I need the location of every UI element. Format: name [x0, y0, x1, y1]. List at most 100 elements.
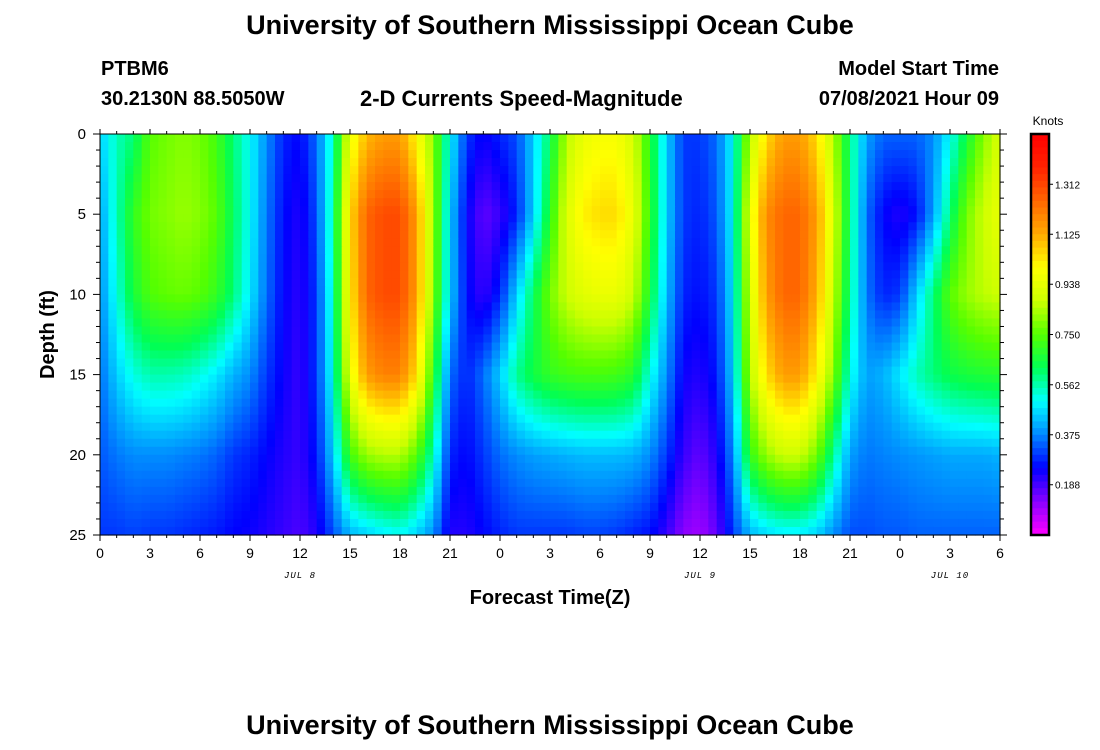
- heatmap-cell: [200, 374, 209, 384]
- heatmap-cell: [766, 342, 776, 352]
- heatmap-cell: [850, 222, 859, 231]
- heatmap-cell: [391, 166, 401, 175]
- heatmap-cell: [575, 166, 584, 175]
- heatmap-cell: [750, 318, 759, 328]
- heatmap-cell: [683, 454, 693, 464]
- heatmap-cell: [316, 262, 326, 271]
- heatmap-cell: [625, 230, 634, 239]
- heatmap-cell: [175, 190, 184, 199]
- heatmap-cell: [583, 470, 593, 480]
- heatmap-cell: [866, 494, 876, 504]
- heatmap-cell: [225, 166, 234, 175]
- heatmap-cell: [341, 294, 351, 304]
- heatmap-cell: [950, 246, 959, 255]
- heatmap-cell: [458, 182, 468, 191]
- heatmap-cell: [133, 342, 143, 352]
- heatmap-cell: [508, 190, 518, 199]
- heatmap-cell: [758, 198, 768, 207]
- heatmap-cell: [275, 350, 284, 360]
- heatmap-cell: [883, 390, 893, 400]
- heatmap-cell: [925, 454, 934, 464]
- heatmap-cell: [600, 158, 609, 167]
- heatmap-cell: [266, 270, 276, 279]
- heatmap-cell: [308, 478, 318, 488]
- heatmap-cell: [666, 390, 676, 400]
- heatmap-cell: [225, 374, 234, 384]
- heatmap-cell: [183, 334, 193, 344]
- heatmap-cell: [641, 318, 651, 328]
- heatmap-cell: [500, 358, 509, 368]
- heatmap-cell: [308, 182, 318, 191]
- heatmap-cell: [666, 166, 676, 175]
- heatmap-cell: [841, 270, 851, 279]
- heatmap-cell: [550, 310, 559, 320]
- heatmap-cell: [600, 342, 609, 352]
- heatmap-cell: [333, 398, 343, 408]
- heatmap-cell: [500, 246, 509, 255]
- heatmap-cell: [891, 486, 901, 496]
- heatmap-cell: [533, 350, 543, 360]
- heatmap-cell: [583, 494, 593, 504]
- heatmap-cell: [433, 318, 443, 328]
- heatmap-cell: [766, 406, 776, 416]
- heatmap-cell: [633, 478, 643, 488]
- heatmap-cell: [158, 326, 168, 336]
- heatmap-cell: [316, 326, 326, 336]
- heatmap-cell: [650, 390, 659, 400]
- heatmap-cell: [583, 262, 593, 271]
- heatmap-cell: [791, 422, 801, 432]
- heatmap-cell: [900, 310, 909, 320]
- heatmap-cell: [641, 430, 651, 440]
- heatmap-cell: [600, 246, 609, 255]
- heatmap-cell: [958, 470, 968, 480]
- heatmap-cell: [916, 422, 926, 432]
- heatmap-cell: [708, 454, 718, 464]
- heatmap-cell: [116, 134, 126, 143]
- heatmap-cell: [333, 134, 343, 143]
- heatmap-cell: [316, 494, 326, 504]
- heatmap-cell: [133, 294, 143, 304]
- heatmap-cell: [683, 446, 693, 456]
- heatmap-cell: [883, 334, 893, 344]
- heatmap-cell: [816, 366, 826, 376]
- heatmap-cell: [275, 174, 284, 183]
- heatmap-cell: [875, 382, 884, 392]
- heatmap-cell: [516, 438, 526, 448]
- heatmap-cell: [358, 478, 368, 488]
- heatmap-cell: [900, 190, 909, 199]
- heatmap-cell: [183, 294, 193, 304]
- heatmap-cell: [191, 134, 201, 143]
- heatmap-cell: [266, 262, 276, 271]
- heatmap-cell: [625, 182, 634, 191]
- heatmap-cell: [750, 198, 759, 207]
- heatmap-cell: [691, 158, 701, 167]
- heatmap-cell: [641, 230, 651, 239]
- heatmap-cell: [658, 390, 668, 400]
- heatmap-cell: [633, 262, 643, 271]
- heatmap-cell: [650, 430, 659, 440]
- heatmap-cell: [441, 494, 451, 504]
- heatmap-cell: [366, 278, 376, 287]
- heatmap-cell: [700, 150, 709, 159]
- heatmap-cell: [283, 150, 293, 159]
- heatmap-cell: [983, 318, 993, 328]
- heatmap-cell: [450, 134, 459, 143]
- heatmap-cell: [150, 350, 159, 360]
- heatmap-cell: [308, 150, 318, 159]
- heatmap-cell: [991, 446, 1001, 456]
- heatmap-cell: [966, 294, 976, 304]
- heatmap-cell: [216, 206, 226, 215]
- heatmap-cell: [858, 246, 868, 255]
- heatmap-cell: [591, 158, 601, 167]
- heatmap-cell: [441, 254, 451, 263]
- heatmap-cell: [966, 158, 976, 167]
- heatmap-cell: [383, 158, 393, 167]
- heatmap-cell: [125, 166, 134, 175]
- heatmap-cell: [241, 374, 251, 384]
- heatmap-cell: [275, 246, 284, 255]
- heatmap-cell: [283, 158, 293, 167]
- heatmap-cell: [216, 350, 226, 360]
- heatmap-cell: [316, 230, 326, 239]
- heatmap-cell: [200, 390, 209, 400]
- heatmap-cell: [658, 166, 668, 175]
